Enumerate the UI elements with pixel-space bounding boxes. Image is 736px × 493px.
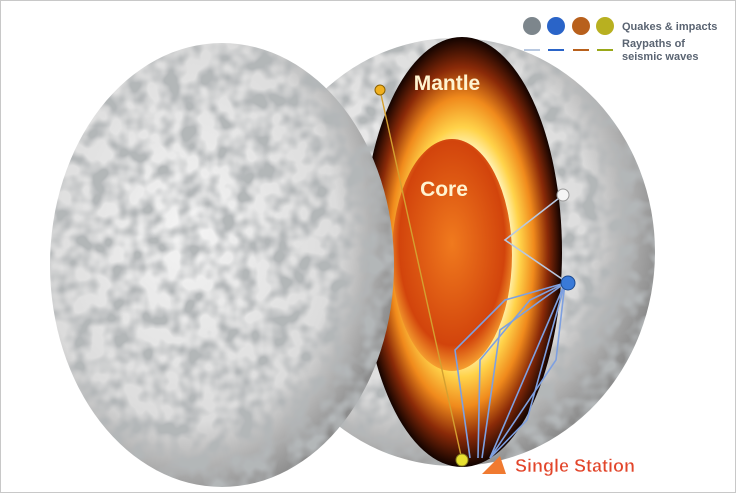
quake xyxy=(455,453,469,467)
quake xyxy=(374,84,386,96)
legend-dot xyxy=(596,17,614,35)
quake xyxy=(560,275,576,291)
station-label: Single Station xyxy=(515,456,635,476)
legend: Quakes & impacts Raypaths of seismic wav… xyxy=(523,17,717,63)
left-hemisphere xyxy=(50,43,394,487)
core-label: Core xyxy=(420,178,468,201)
legend-dot xyxy=(572,17,590,35)
quake xyxy=(556,188,570,202)
raypath xyxy=(379,89,463,461)
legend-dot xyxy=(547,17,565,35)
station-marker xyxy=(482,456,506,474)
legend-raypaths: seismic waves xyxy=(622,51,698,63)
legend-quakes: Quakes & impacts xyxy=(622,21,717,33)
mantle-label: Mantle xyxy=(414,72,481,95)
raypaths xyxy=(454,194,569,459)
core xyxy=(392,139,512,371)
legend-dot xyxy=(523,17,541,35)
legend-raypaths: Raypaths of xyxy=(622,38,685,50)
